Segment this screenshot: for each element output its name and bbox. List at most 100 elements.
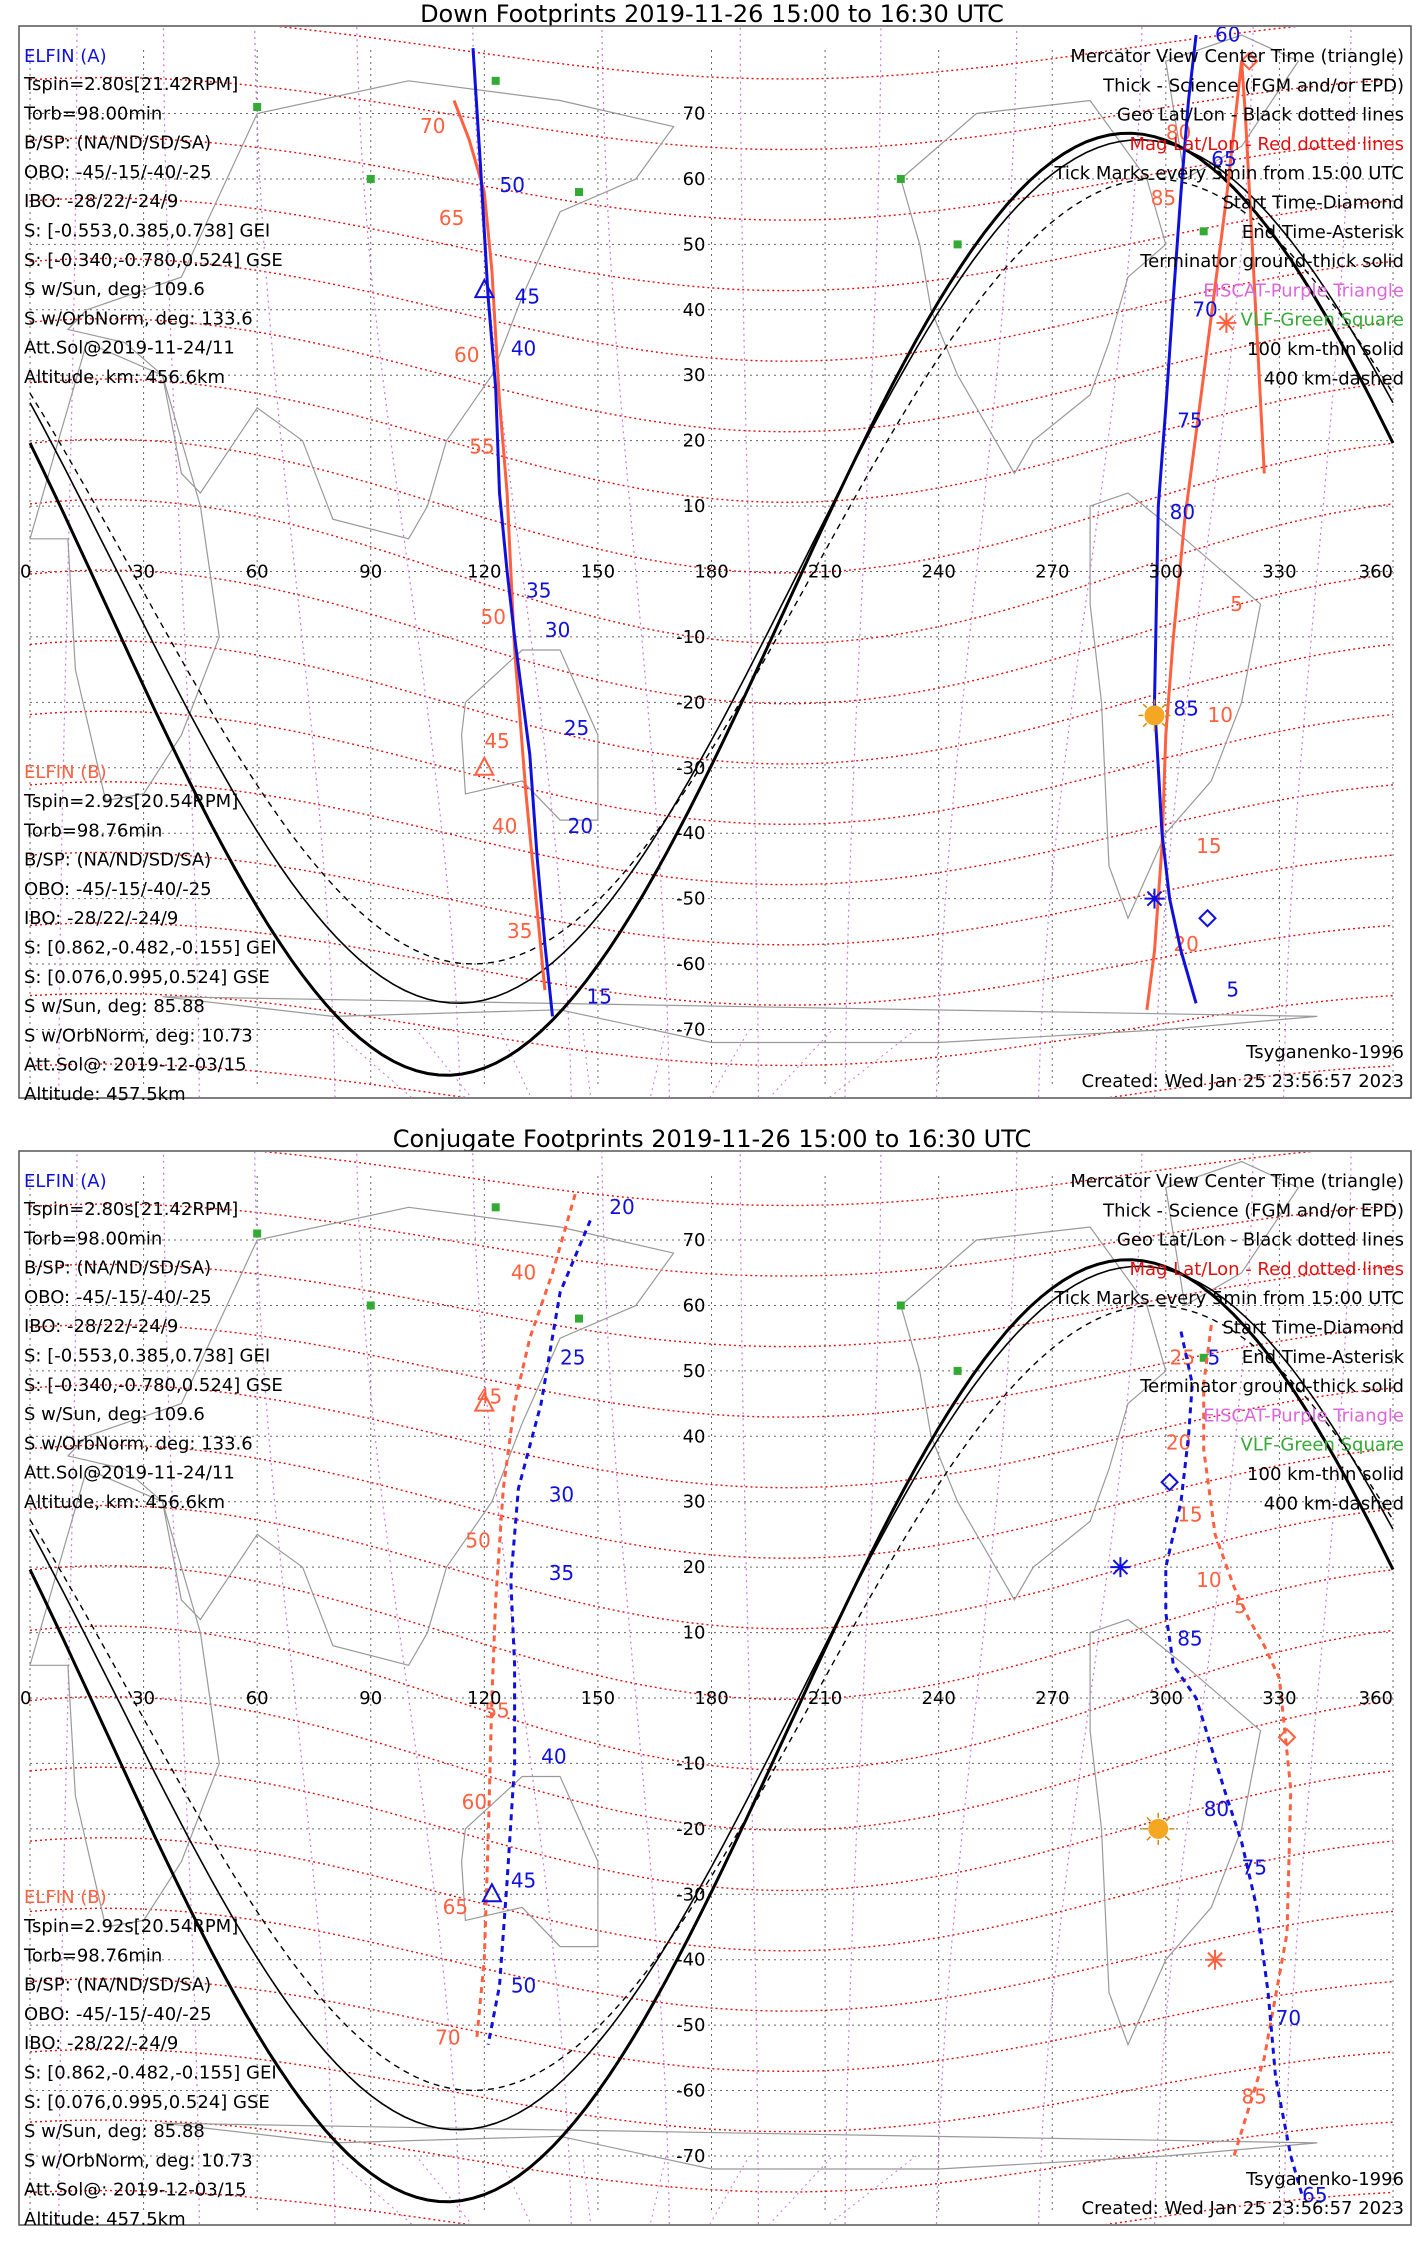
coastline [29,1468,220,1928]
elfin-a-line: B/SP: (NA/ND/SD/SA) [24,133,211,154]
mag-meridian-south [582,2155,592,2224]
elfin-b-line: Att.Sol@: 2019-12-03/15 [24,1055,247,1076]
mag-lat-line [29,2119,1394,2193]
mag-lat-line [29,1565,1394,1701]
end-asterisk-icon [1218,315,1235,331]
elfin-a-line: S: [-0.340,-0.780,0.524] GSE [24,1375,283,1396]
y-tick-label: 40 [683,300,706,321]
mag-lat-line [29,1907,1394,2012]
center-triangle-icon [473,278,495,299]
x-tick-label: 180 [694,562,728,583]
series-tick-label: 40 [511,1260,536,1284]
x-tick-label: 150 [581,562,615,583]
legend-entry: Mag Lat/Lon - Red dotted lines [1129,134,1404,155]
mag-lat-line [29,498,1394,645]
elfin-b-line: IBO: -28/22/-24/9 [24,908,178,929]
elfin-a-line: Altitude, km: 456.6km [24,367,225,388]
legend-entry: End Time-Asterisk [1242,1347,1405,1368]
y-tick-label: 20 [683,1557,706,1578]
elfin-b-line: S: [0.862,-0.482,-0.155] GEI [24,938,277,959]
x-tick-label: 90 [359,1688,382,1709]
elfin-a-line: S: [-0.553,0.385,0.738] GEI [24,1346,270,1367]
model-credit: Tsyganenko-1996 [1245,2169,1404,2190]
elfin-a-line: S w/Sun, deg: 109.6 [24,1404,205,1425]
y-tick-label: 50 [683,234,706,255]
mag-lat-line [29,1695,1394,1831]
y-tick-label: 50 [683,1361,706,1382]
series-line [471,48,554,1017]
legend-entry: Terminator ground-thick solid [1139,251,1404,272]
vlf-station-icon [896,1301,905,1310]
mag-lat-line [29,639,1394,765]
legend-entry: Mercator View Center Time (triangle) [1070,46,1404,67]
legend-entry: Mag Lat/Lon - Red dotted lines [1129,1259,1404,1280]
series-tick-label: 20 [568,814,593,838]
elfin-a-line: B/SP: (NA/ND/SD/SA) [24,1258,211,1279]
elfin-b-line: Torb=98.76min [23,820,162,841]
y-tick-label: -40 [676,1950,705,1971]
y-tick-label: 70 [683,104,706,125]
start-diamond-icon [1160,1472,1180,1492]
legend-entry: 100 km-thin solid [1247,339,1404,360]
terminator-400km [29,178,1394,965]
series-tick-label: 65 [443,1895,468,1919]
sun-icon [1148,1818,1169,1839]
elfin-a-line: Torb=98.00min [23,1228,162,1249]
elfin-b-line: IBO: -28/22/-24/9 [24,2033,178,2054]
elfin-a-info: ELFIN (A) Tspin=2.80s[21.42RPM] Torb=98.00… [23,1171,283,1513]
center-triangle-icon [473,1391,495,1412]
x-tick-label: 30 [132,1688,155,1709]
series-elfin-a-: 50 45 40 35 30 25 20 15 [471,48,612,1017]
series-line [1164,1331,1304,2196]
series-tick-label: 85 [1242,2085,1267,2109]
series-tick-label: 30 [549,1483,574,1507]
x-tick-label: 30 [132,562,155,583]
legend-entry: Tick Marks every 5min from 15:00 UTC [1053,1288,1404,1309]
legend-entry: Geo Lat/Lon - Black dotted lines [1117,1230,1404,1251]
series-tick-label: 10 [1207,703,1232,727]
mag-lat-line [260,1152,1315,1207]
mag-lat-line [29,76,1394,151]
x-tick-label: 270 [1035,1688,1069,1709]
sun-ray [1165,1836,1171,1841]
series-tick-label: 25 [564,716,589,740]
y-tick-label: -30 [676,758,705,779]
x-tick-label: 330 [1262,562,1296,583]
series-line [452,99,547,991]
x-tick-label: 0 [20,1688,31,1709]
x-tick-label: 90 [359,562,382,583]
legend-entry: 400 km-dashed [1264,368,1404,389]
elfin-b-line: S w/Sun, deg: 85.88 [24,996,205,1017]
legend-entry: EISCAT-Purple Triangle [1203,280,1404,301]
x-tick-label: 150 [581,1688,615,1709]
elfin-b-info: ELFIN (B) Tspin=2.92s[20.54RPM] Torb=98.76… [23,762,277,1105]
elfin-a-line: S w/OrbNorm, deg: 133.6 [24,1433,253,1454]
mag-meridian-south [499,2155,532,2224]
series-tick-label: 45 [511,1869,536,1893]
series-tick-label: 55 [469,435,494,459]
legend-entry: Start Time-Diamond [1222,1318,1404,1339]
y-tick-label: -20 [676,692,705,713]
end-asterisk-icon [1207,1951,1223,1968]
series-tick-label: 70 [1276,2006,1301,2030]
coastline [162,2122,1318,2170]
chart-panel-1: Down Footprints 2019-11-26 15:00 to 16:3… [18,0,1412,1105]
coastline [1089,492,1262,920]
series-tick-label: 40 [511,337,536,361]
series-tick-label: 15 [587,984,612,1008]
mag-lat-line [29,1203,1394,1277]
sun-icon [1144,705,1165,726]
coastline [1165,1160,1300,1307]
created-timestamp: Created: Wed Jan 25 23:56:57 2023 [1082,2198,1404,2219]
mag-meridian-south [582,1029,592,1097]
mag-lat-line [29,1384,1394,1489]
series-elfin-a-pass-2: 5 85 80 75 70 65 [1164,1331,1328,2207]
terminator-ground [28,1258,1395,2204]
series-tick-label: 60 [454,343,479,367]
elfin-b-line: Altitude: 457.5km [24,2209,186,2230]
coastline [460,1775,599,1948]
legend-entry: 400 km-dashed [1264,1493,1404,1514]
y-tick-label: -60 [676,2081,705,2102]
series-tick-label: 35 [507,919,532,943]
